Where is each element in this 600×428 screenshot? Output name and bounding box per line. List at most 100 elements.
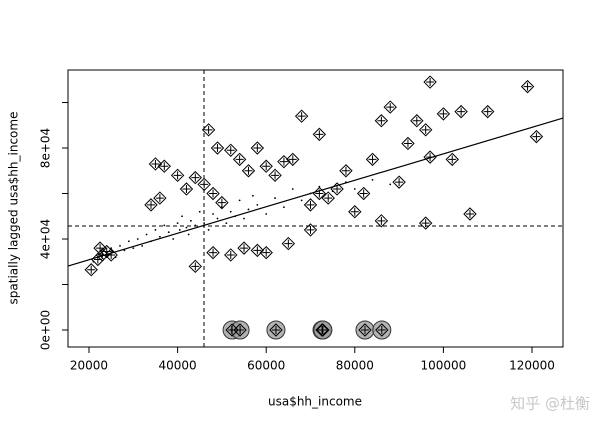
x-tick-label: 20000 <box>70 359 108 373</box>
influential-point <box>157 159 172 173</box>
influential-point <box>188 170 203 185</box>
influential-point <box>339 164 353 178</box>
point <box>300 199 303 202</box>
influential-point <box>250 243 265 258</box>
influential-point <box>241 164 256 178</box>
y-tick-label: 8e+04 <box>39 128 53 168</box>
influential-point <box>281 236 296 251</box>
influential-point <box>233 323 247 337</box>
point <box>318 185 321 188</box>
influential-point <box>188 259 203 274</box>
influential-point <box>210 141 225 155</box>
influential-point <box>259 159 273 173</box>
point <box>132 247 135 250</box>
influential-point <box>215 195 229 210</box>
point <box>141 244 144 247</box>
point <box>127 240 130 243</box>
point <box>252 194 254 197</box>
point <box>154 229 157 231</box>
point <box>158 235 161 238</box>
point <box>178 229 181 231</box>
x-tick-label: 40000 <box>159 359 197 373</box>
influential-point <box>232 152 247 167</box>
influential-point <box>93 241 107 255</box>
influential-point <box>84 263 98 277</box>
influential-point <box>392 175 406 189</box>
x-tick-label: 60000 <box>247 359 285 373</box>
influential-point <box>358 323 372 337</box>
point <box>212 213 214 215</box>
plot-frame <box>67 69 564 348</box>
point <box>185 226 188 229</box>
influential-point <box>312 127 327 142</box>
influential-point <box>316 323 330 337</box>
point <box>291 188 294 190</box>
point <box>389 183 392 186</box>
influential-point <box>356 186 371 201</box>
point <box>243 217 245 220</box>
influential-point <box>170 168 185 183</box>
influential-point <box>330 182 344 196</box>
point <box>119 244 121 247</box>
point <box>187 233 190 236</box>
y-axis-label: spatially lagged usa$hh_income <box>7 112 21 305</box>
influential-point <box>418 216 433 230</box>
influential-point <box>144 198 158 212</box>
point <box>229 210 232 213</box>
point <box>247 208 250 211</box>
point <box>353 188 356 190</box>
influential-point <box>463 207 477 221</box>
influential-point <box>148 157 163 171</box>
y-tick-label: 0e+00 <box>39 310 53 350</box>
influential-point <box>206 245 220 260</box>
point <box>181 215 183 218</box>
influential-point <box>224 143 238 158</box>
point <box>150 240 152 243</box>
influential-point <box>286 152 300 167</box>
influential-point <box>436 107 451 121</box>
influential-point <box>374 114 389 128</box>
influential-point <box>269 323 283 337</box>
influential-point <box>206 186 220 201</box>
point <box>283 206 285 209</box>
influential-point <box>259 245 273 260</box>
influential-point <box>312 186 327 201</box>
influential-point <box>104 248 118 262</box>
influential-point <box>153 191 167 205</box>
point <box>163 224 166 227</box>
point <box>265 213 268 215</box>
influential-point <box>294 109 309 123</box>
influential-point <box>250 141 265 155</box>
point <box>145 233 148 236</box>
influential-point <box>179 182 194 196</box>
influential-point <box>321 191 335 205</box>
influential-point <box>201 123 216 137</box>
point <box>194 224 197 227</box>
influential-point <box>423 75 437 89</box>
point <box>238 199 241 202</box>
influential-point <box>445 152 459 167</box>
x-tick-label: 120000 <box>509 359 555 373</box>
influential-point <box>383 100 397 114</box>
point <box>216 217 219 220</box>
point <box>345 181 347 184</box>
y-tick-label: 4e+04 <box>39 219 53 259</box>
point <box>167 231 170 234</box>
point <box>198 210 201 213</box>
point <box>123 249 126 252</box>
x-tick-label: 80000 <box>336 359 374 373</box>
influential-point <box>375 323 389 337</box>
influential-point <box>529 129 544 144</box>
influential-point <box>410 114 424 128</box>
influential-point <box>365 152 380 167</box>
influential-point <box>237 241 251 255</box>
point <box>110 247 113 250</box>
point <box>274 197 276 199</box>
influential-point <box>303 223 318 237</box>
influential-point <box>348 205 362 219</box>
influential-point <box>224 248 238 262</box>
influential-point <box>303 198 318 212</box>
influential-point <box>277 154 291 169</box>
point <box>203 222 206 224</box>
